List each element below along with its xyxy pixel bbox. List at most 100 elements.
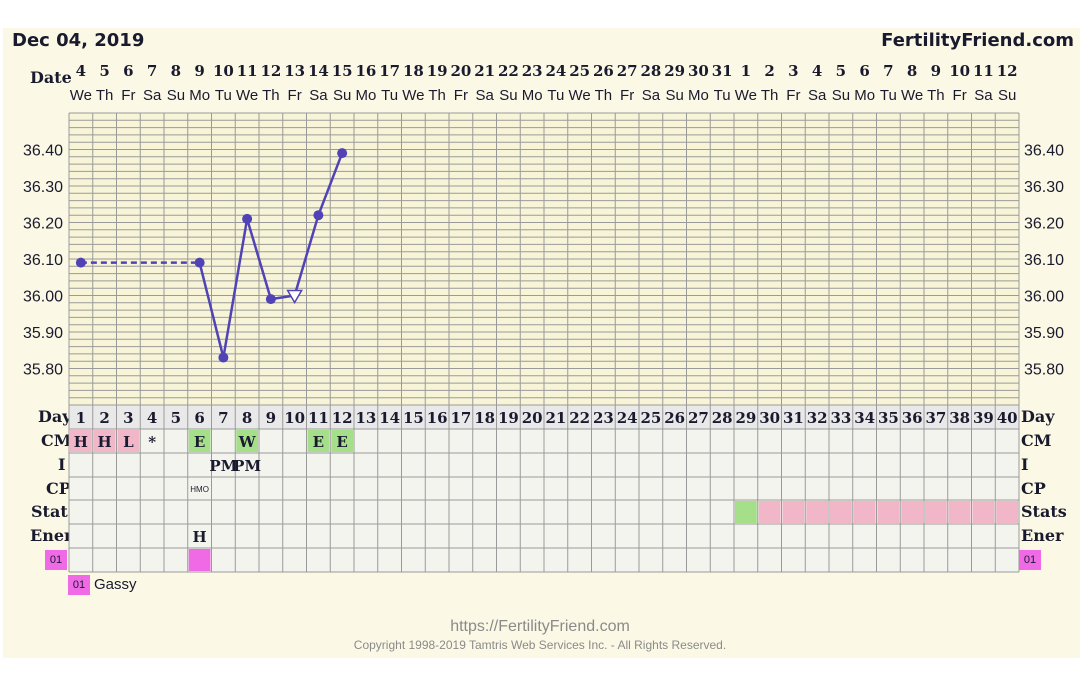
date-label: 13 — [284, 62, 305, 80]
i-row-title-right: I — [1021, 455, 1029, 474]
stats-cell-pink — [877, 501, 900, 523]
cycle-day-label: 20 — [522, 409, 543, 427]
date-label: 26 — [593, 62, 614, 80]
stats-cell-pink — [853, 501, 876, 523]
stats-cell-pink — [972, 501, 995, 523]
weekday-label: Th — [761, 87, 779, 104]
weekday-label: Sa — [309, 87, 328, 104]
weekday-label: Sa — [642, 87, 661, 104]
weekday-label: Mo — [688, 87, 709, 104]
day-row-title-right: Day — [1021, 407, 1055, 426]
cm-row-title-left: CM — [41, 431, 72, 450]
date-label: 4 — [812, 62, 822, 80]
cycle-day-label: 35 — [878, 409, 899, 427]
cycle-day-label: 13 — [355, 409, 376, 427]
temp-point — [242, 213, 253, 224]
date-label: 7 — [147, 62, 157, 80]
footer-copyright: Copyright 1998-2019 Tamtris Web Services… — [353, 638, 727, 652]
weekday-label: Mo — [522, 87, 543, 104]
temp-point — [75, 257, 86, 268]
stats-cell-pink — [925, 501, 947, 523]
date-label: 8 — [171, 62, 181, 80]
cm-code: L — [123, 433, 134, 451]
weekday-label: Fr — [620, 87, 634, 104]
stats-cell-pink — [782, 501, 805, 523]
date-label: 11 — [237, 62, 258, 80]
stats-cell-pink — [830, 501, 852, 523]
date-label: 12 — [260, 62, 281, 80]
symptom-tag-right: 01 — [1019, 550, 1041, 570]
temp-line-segment — [198, 262, 225, 358]
weekday-label: Fr — [121, 87, 135, 104]
date-label: 30 — [688, 62, 709, 80]
cp-row-title-left: CP — [46, 479, 71, 498]
cycle-day-label: 33 — [830, 409, 851, 427]
weekday-label: Su — [665, 87, 683, 104]
temp-point — [265, 294, 276, 305]
stats-cell-green — [735, 501, 757, 523]
stats-cell-pink — [901, 501, 923, 523]
cycle-day-label: 22 — [569, 409, 590, 427]
symptom-cell — [188, 549, 211, 571]
energy-code: H — [193, 528, 207, 546]
weekday-label: Tu — [215, 87, 232, 104]
intercourse-code: PM — [233, 457, 261, 475]
symptom-legend-text: Gassy — [94, 576, 137, 593]
date-label: 8 — [907, 62, 917, 80]
y-tick-label-right: 36.10 — [1024, 252, 1064, 269]
cycle-day-label: 24 — [617, 409, 638, 427]
date-label: 29 — [664, 62, 685, 80]
cm-cell — [188, 430, 211, 452]
footer-url[interactable]: https://FertilityFriend.com — [450, 618, 630, 635]
site-brand[interactable]: FertilityFriend.com — [881, 30, 1074, 51]
weekday-label: Su — [333, 87, 351, 104]
cycle-day-label: 26 — [664, 409, 685, 427]
weekday-label: Sa — [808, 87, 827, 104]
weekday-label: Su — [499, 87, 517, 104]
cp-row-title-right: CP — [1021, 479, 1046, 498]
weekday-label: Sa — [974, 87, 993, 104]
date-label: 21 — [474, 62, 495, 80]
weekday-label: Tu — [880, 87, 897, 104]
weekday-label: Th — [927, 87, 945, 104]
cycle-day-label: 10 — [284, 409, 305, 427]
chart-start-date: Dec 04, 2019 — [12, 30, 145, 51]
cycle-day-label: 8 — [242, 409, 252, 427]
weekday-label: Th — [595, 87, 613, 104]
cm-cell — [307, 430, 330, 452]
cycle-day-label: 19 — [498, 409, 519, 427]
cycle-day-label: 38 — [949, 409, 970, 427]
date-label: 22 — [498, 62, 519, 80]
weekday-label: Tu — [714, 87, 731, 104]
date-label: 2 — [764, 62, 774, 80]
cycle-day-label: 14 — [379, 409, 400, 427]
weekday-label: Mo — [355, 87, 376, 104]
y-tick-label-right: 36.20 — [1024, 216, 1064, 233]
date-label: 12 — [997, 62, 1018, 80]
date-label: 17 — [379, 62, 400, 80]
cycle-day-label: 5 — [171, 409, 181, 427]
cycle-day-label: 16 — [427, 409, 448, 427]
date-label: 7 — [883, 62, 893, 80]
cycle-day-label: 34 — [854, 409, 875, 427]
y-tick-label-left: 35.90 — [23, 325, 63, 342]
cm-code: W — [238, 433, 257, 451]
temp-line-segment — [293, 214, 320, 296]
cm-code: * — [148, 433, 156, 451]
cycle-day-label: 32 — [807, 409, 828, 427]
cycle-day-label: 30 — [759, 409, 780, 427]
date-label: 5 — [99, 62, 109, 80]
date-label: 15 — [332, 62, 353, 80]
date-label: 9 — [194, 62, 204, 80]
weekday-label: We — [236, 87, 258, 104]
cycle-day-label: 29 — [735, 409, 756, 427]
cycle-day-label: 3 — [123, 409, 133, 427]
weekday-label: Su — [998, 87, 1016, 104]
cycle-day-label: 6 — [194, 409, 204, 427]
cycle-day-label: 12 — [332, 409, 353, 427]
date-label: 4 — [76, 62, 86, 80]
date-label: 23 — [522, 62, 543, 80]
date-label: 25 — [569, 62, 590, 80]
date-row-title: Date — [30, 68, 72, 87]
temp-line-segment — [222, 218, 249, 358]
